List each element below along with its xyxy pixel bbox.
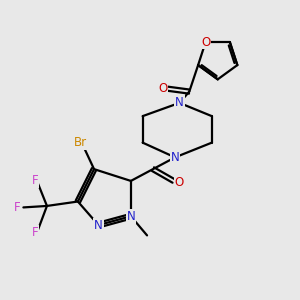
Text: Br: Br (74, 136, 87, 149)
Text: O: O (175, 176, 184, 189)
Text: F: F (14, 201, 21, 214)
Text: N: N (175, 96, 184, 110)
Text: N: N (94, 219, 103, 232)
Text: O: O (201, 35, 210, 49)
Text: N: N (171, 151, 179, 164)
Text: O: O (158, 82, 167, 95)
Text: F: F (32, 174, 38, 188)
Text: F: F (32, 226, 38, 239)
Text: N: N (127, 210, 135, 223)
